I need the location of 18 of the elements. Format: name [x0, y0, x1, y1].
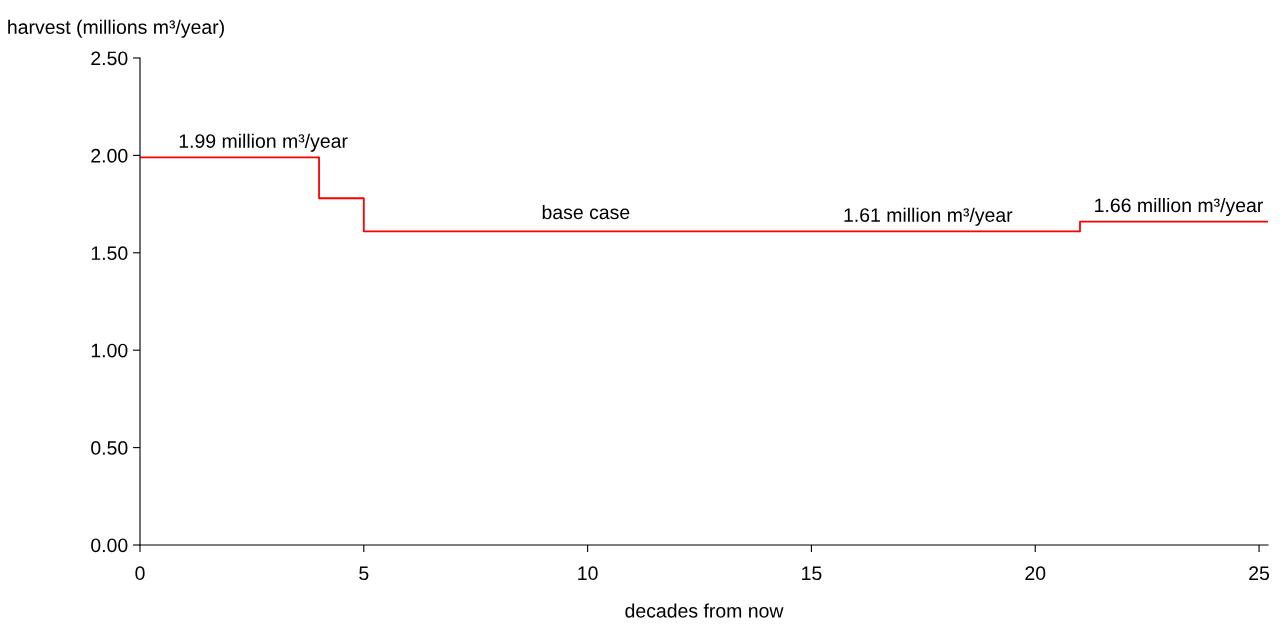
x-tick-label: 0	[135, 566, 145, 581]
y-tick-label: 1.50	[91, 246, 128, 261]
x-tick-label: 5	[359, 566, 369, 581]
x-tick-label: 25	[1249, 566, 1270, 581]
annotation: 1.61 million m³/year	[844, 207, 1013, 226]
x-tick-label: 20	[1025, 566, 1046, 581]
annotation: 1.99 million m³/year	[179, 133, 348, 152]
y-tick-label: 2.00	[91, 148, 128, 163]
y-tick-label: 2.50	[91, 51, 128, 66]
series-label: base case	[542, 204, 630, 220]
x-axis-title: decades from now	[625, 603, 784, 618]
y-axis-title: harvest (millions m³/year)	[8, 19, 224, 38]
annotation: 1.66 million m³/year	[1095, 197, 1263, 217]
x-tick-label: 15	[802, 566, 822, 581]
y-tick-label: 1.00	[91, 343, 128, 358]
x-tick-label: 10	[578, 566, 598, 581]
y-tick-label: 0.00	[91, 538, 128, 553]
y-tick-label: 0.50	[91, 441, 128, 455]
